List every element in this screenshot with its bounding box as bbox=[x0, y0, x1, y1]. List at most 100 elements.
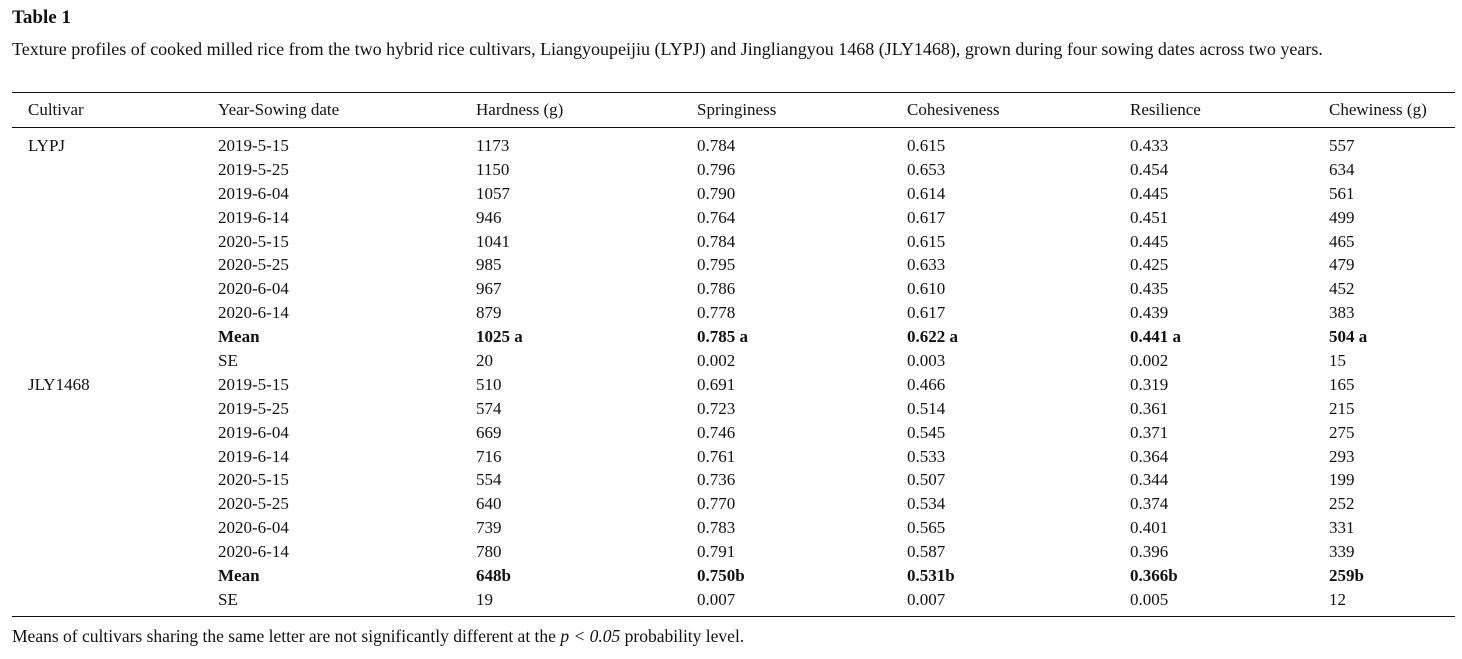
cell-cultivar bbox=[12, 492, 218, 516]
cell-hardness: 669 bbox=[476, 422, 502, 442]
cell-cohesiveness: 0.514 bbox=[907, 398, 946, 418]
cell-hardness: 1173 bbox=[476, 135, 510, 155]
cell-chewiness: 499 bbox=[1329, 207, 1355, 227]
texture-profile-table: Cultivar Year-Sowing date Hardness (g) S… bbox=[12, 92, 1455, 617]
cell-cohesiveness: 0.545 bbox=[907, 422, 946, 442]
cell-hardness: 879 bbox=[476, 303, 502, 323]
col-header-cultivar: Cultivar bbox=[12, 92, 218, 128]
cell-resilience: 0.401 bbox=[1130, 518, 1169, 538]
cell-cohesiveness: 0.007 bbox=[907, 587, 1130, 617]
cell-resilience: 0.396 bbox=[1130, 542, 1169, 562]
cell-sowing-date: 2019-5-15 bbox=[218, 135, 289, 155]
cell-springiness: 0.764 bbox=[697, 207, 736, 227]
header-row: Cultivar Year-Sowing date Hardness (g) S… bbox=[12, 92, 1455, 128]
cell-hardness: 716 bbox=[476, 446, 502, 466]
cell-chewiness: 504 a bbox=[1329, 327, 1368, 347]
cell-cohesiveness: 0.615 bbox=[907, 231, 946, 251]
cell-springiness: 0.784 bbox=[697, 135, 736, 155]
cell-resilience: 0.374 bbox=[1130, 494, 1169, 514]
cell-cultivar bbox=[12, 587, 218, 617]
cell-sowing-date: SE bbox=[218, 350, 238, 370]
cell-cultivar bbox=[12, 397, 218, 421]
cell-hardness: 946 bbox=[476, 207, 502, 227]
col-header-springiness: Springiness bbox=[697, 92, 907, 128]
table-row: 2019-5-25 1150 0.796 0.653 0.454 634 bbox=[12, 158, 1455, 182]
cell-springiness: 0.736 bbox=[697, 470, 736, 490]
cell-sowing-date: 2020-6-14 bbox=[218, 303, 289, 323]
cell-springiness: 0.795 bbox=[697, 255, 736, 275]
cell-hardness: 554 bbox=[476, 470, 502, 490]
cell-cultivar bbox=[12, 325, 218, 349]
cell-springiness: 0.778 bbox=[697, 303, 736, 323]
cell-resilience: 0.441 a bbox=[1130, 327, 1181, 347]
cell-hardness: 1150 bbox=[476, 159, 510, 179]
cell-chewiness: 634 bbox=[1329, 159, 1355, 179]
cell-cultivar: LYPJ bbox=[28, 135, 66, 155]
cell-chewiness: 452 bbox=[1329, 279, 1355, 299]
cell-sowing-date: 2020-6-14 bbox=[218, 542, 289, 562]
cell-springiness: 0.786 bbox=[697, 279, 736, 299]
cell-hardness: 1041 bbox=[476, 231, 510, 251]
cell-chewiness: 383 bbox=[1329, 303, 1355, 323]
cell-springiness: 0.783 bbox=[697, 518, 736, 538]
table-body: LYPJ 2019-5-15 1173 0.784 0.615 0.433 557 2019-… bbox=[12, 128, 1455, 617]
cell-springiness: 0.796 bbox=[697, 159, 736, 179]
cell-resilience: 0.439 bbox=[1130, 303, 1169, 323]
cell-sowing-date: 2020-5-15 bbox=[218, 231, 289, 251]
cell-springiness: 0.784 bbox=[697, 231, 736, 251]
cell-chewiness: 199 bbox=[1329, 470, 1355, 490]
cell-cultivar bbox=[12, 421, 218, 445]
cell-hardness: 510 bbox=[476, 374, 502, 394]
cell-chewiness: 259b bbox=[1329, 565, 1364, 585]
cell-hardness: 967 bbox=[476, 279, 502, 299]
col-header-hardness: Hardness (g) bbox=[476, 92, 697, 128]
col-header-chewiness: Chewiness (g) bbox=[1329, 92, 1455, 128]
cell-springiness: 0.007 bbox=[697, 587, 907, 617]
cell-chewiness: 215 bbox=[1329, 398, 1355, 418]
cell-cohesiveness: 0.653 bbox=[907, 159, 946, 179]
cell-hardness: 1057 bbox=[476, 183, 510, 203]
cell-cohesiveness: 0.622 a bbox=[907, 327, 958, 347]
cell-cultivar bbox=[12, 230, 218, 254]
cell-cohesiveness: 0.466 bbox=[907, 374, 946, 394]
cell-hardness: 780 bbox=[476, 542, 502, 562]
table-row: Mean 1025 a 0.785 a 0.622 a 0.441 a 504 a bbox=[12, 325, 1455, 349]
footnote-text-end: probability level. bbox=[620, 626, 745, 646]
cell-chewiness: 465 bbox=[1329, 231, 1355, 251]
cell-hardness: 20 bbox=[476, 350, 493, 370]
cell-cultivar bbox=[12, 277, 218, 301]
cell-cohesiveness: 0.587 bbox=[907, 542, 946, 562]
cell-cultivar bbox=[12, 564, 218, 588]
cell-sowing-date: 2019-5-15 bbox=[218, 374, 289, 394]
cell-chewiness: 12 bbox=[1329, 587, 1455, 617]
cell-cohesiveness: 0.633 bbox=[907, 255, 946, 275]
table-row: 2020-5-25 640 0.770 0.534 0.374 252 bbox=[12, 492, 1455, 516]
cell-resilience: 0.344 bbox=[1130, 470, 1169, 490]
cell-chewiness: 479 bbox=[1329, 255, 1355, 275]
cell-cultivar bbox=[12, 301, 218, 325]
cell-cohesiveness: 0.610 bbox=[907, 279, 946, 299]
cell-chewiness: 331 bbox=[1329, 518, 1355, 538]
cell-resilience: 0.451 bbox=[1130, 207, 1169, 227]
cell-sowing-date: 2020-5-25 bbox=[218, 494, 289, 514]
table-row: SE 19 0.007 0.007 0.005 12 bbox=[12, 587, 1455, 617]
cell-resilience: 0.454 bbox=[1130, 159, 1169, 179]
cell-resilience: 0.361 bbox=[1130, 398, 1169, 418]
cell-resilience: 0.435 bbox=[1130, 279, 1169, 299]
cell-resilience: 0.005 bbox=[1130, 587, 1329, 617]
cell-springiness: 0.791 bbox=[697, 542, 736, 562]
cell-sowing-date: 2020-6-04 bbox=[218, 279, 289, 299]
cell-hardness: 19 bbox=[476, 587, 697, 617]
table-row: JLY1468 2019-5-15 510 0.691 0.466 0.319 165 bbox=[12, 373, 1455, 397]
cell-hardness: 574 bbox=[476, 398, 502, 418]
table-row: 2020-6-04 967 0.786 0.610 0.435 452 bbox=[12, 277, 1455, 301]
cell-cultivar bbox=[12, 349, 218, 373]
cell-chewiness: 557 bbox=[1329, 135, 1355, 155]
cell-cultivar bbox=[12, 206, 218, 230]
cell-cohesiveness: 0.507 bbox=[907, 470, 946, 490]
cell-sowing-date: 2019-6-04 bbox=[218, 183, 289, 203]
table-row: 2019-6-14 716 0.761 0.533 0.364 293 bbox=[12, 445, 1455, 469]
cell-cultivar: JLY1468 bbox=[28, 374, 90, 394]
cell-cultivar bbox=[12, 158, 218, 182]
cell-resilience: 0.319 bbox=[1130, 374, 1169, 394]
